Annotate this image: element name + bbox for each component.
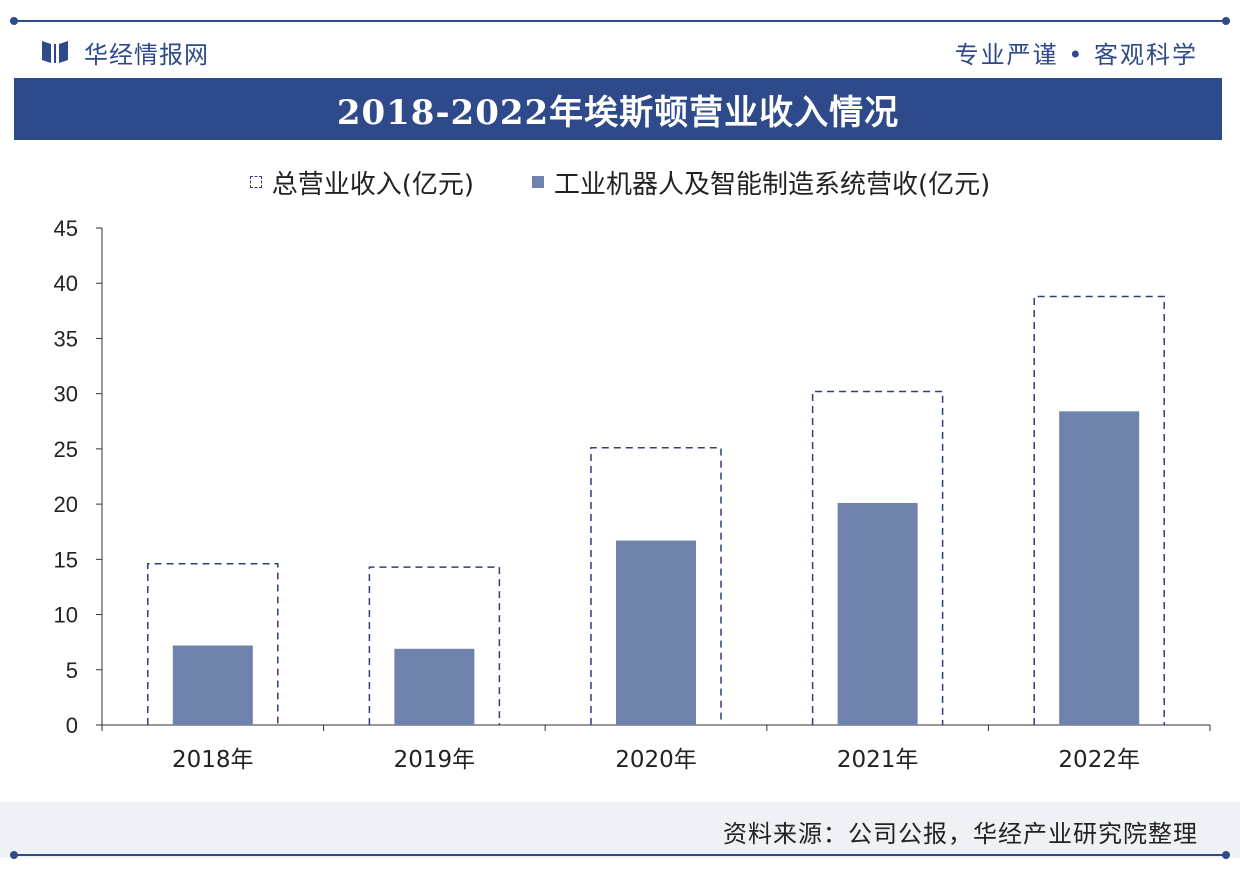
x-tick-label: 2018年 xyxy=(172,747,254,773)
legend-swatch-robot-revenue xyxy=(532,176,544,188)
legend-swatch-total-revenue xyxy=(249,176,262,188)
bar-robot-revenue xyxy=(394,648,475,725)
bar-chart: 0 5 10 15 20 25 30 35 40 45 2018年 2019年 2020年 2021年 20… xyxy=(54,216,1211,773)
legend-label-robot-revenue: 工业机器人及智能制造系统营收(亿元) xyxy=(554,169,991,200)
motto: 专业严谨 • 客观科学 xyxy=(954,40,1198,69)
bar-total-revenue xyxy=(1033,295,1165,725)
top-rule xyxy=(10,17,1230,25)
y-tick-label: 5 xyxy=(66,658,78,683)
y-tick-label: 0 xyxy=(66,713,78,738)
book-logo-icon xyxy=(42,41,68,63)
brand: 华经情报网 xyxy=(40,34,209,70)
legend-item-robot-revenue: 工业机器人及智能制造系统营收(亿元) xyxy=(532,164,990,201)
bar-robot-revenue xyxy=(837,503,918,725)
legend-label-total-revenue: 总营业收入(亿元) xyxy=(271,169,474,200)
brand-name: 华经情报网 xyxy=(84,40,209,69)
x-tick-label: 2019年 xyxy=(394,747,476,773)
y-tick-label: 40 xyxy=(54,271,78,296)
bar-total-revenue xyxy=(368,566,501,725)
bar-robot-revenue xyxy=(1059,411,1140,725)
title-bar: 2018-2022年埃斯顿营业收入情况 xyxy=(14,78,1222,140)
bottom-rule xyxy=(10,851,1230,859)
bar-robot-revenue xyxy=(616,540,696,725)
y-tick-label: 10 xyxy=(54,603,78,628)
y-tick-label: 20 xyxy=(54,492,78,517)
y-tick-label: 45 xyxy=(54,216,78,241)
bar-total-revenue xyxy=(590,447,722,725)
y-tick-label: 30 xyxy=(54,382,78,407)
y-tick-label: 15 xyxy=(54,547,78,572)
legend: 总营业收入(亿元) 工业机器人及智能制造系统营收(亿元) xyxy=(0,164,1240,200)
y-tick-label: 35 xyxy=(54,326,78,351)
x-tick-label: 2020年 xyxy=(615,747,697,773)
bar-robot-revenue xyxy=(172,645,253,725)
x-tick-label: 2022年 xyxy=(1058,747,1140,773)
source-note: 资料来源：公司公报，华经产业研究院整理 xyxy=(723,819,1198,848)
y-tick-label: 25 xyxy=(54,437,78,462)
legend-item-total-revenue: 总营业收入(亿元) xyxy=(249,164,474,201)
footer-band xyxy=(0,802,1240,858)
chart-title: 2018-2022年埃斯顿营业收入情况 xyxy=(336,92,900,133)
bar-total-revenue xyxy=(811,390,944,725)
x-tick-label: 2021年 xyxy=(837,747,919,773)
